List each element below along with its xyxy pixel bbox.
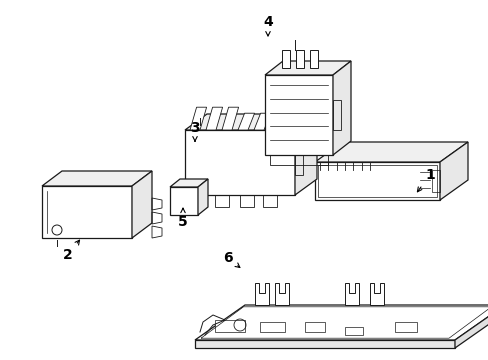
Polygon shape <box>269 113 286 130</box>
Polygon shape <box>195 305 488 340</box>
Polygon shape <box>345 327 362 335</box>
Polygon shape <box>238 113 254 130</box>
Polygon shape <box>260 322 285 332</box>
Polygon shape <box>305 322 325 332</box>
Polygon shape <box>254 283 268 305</box>
Polygon shape <box>190 107 206 130</box>
Polygon shape <box>282 50 289 68</box>
Polygon shape <box>369 283 383 305</box>
Polygon shape <box>253 113 270 130</box>
Polygon shape <box>264 61 350 75</box>
Polygon shape <box>215 320 244 332</box>
Polygon shape <box>454 305 488 348</box>
Polygon shape <box>198 179 207 215</box>
Polygon shape <box>184 130 294 195</box>
Polygon shape <box>170 187 198 215</box>
Polygon shape <box>332 61 350 155</box>
Polygon shape <box>314 162 439 200</box>
Polygon shape <box>195 340 454 348</box>
Polygon shape <box>222 107 238 130</box>
Polygon shape <box>205 107 222 130</box>
Text: 1: 1 <box>417 168 434 192</box>
Polygon shape <box>274 283 288 305</box>
Polygon shape <box>314 142 467 162</box>
Polygon shape <box>170 179 207 187</box>
Polygon shape <box>42 171 152 186</box>
Polygon shape <box>295 50 304 68</box>
Polygon shape <box>184 114 316 130</box>
Polygon shape <box>264 75 332 155</box>
Polygon shape <box>394 322 416 332</box>
Polygon shape <box>439 142 467 200</box>
Text: 5: 5 <box>178 208 187 229</box>
Text: 4: 4 <box>263 15 272 36</box>
Polygon shape <box>294 114 316 195</box>
Text: 2: 2 <box>63 240 80 262</box>
Polygon shape <box>42 186 132 238</box>
Polygon shape <box>345 283 358 305</box>
Text: 3: 3 <box>190 121 200 141</box>
Polygon shape <box>132 171 152 238</box>
Text: 6: 6 <box>223 251 240 267</box>
Polygon shape <box>309 50 317 68</box>
